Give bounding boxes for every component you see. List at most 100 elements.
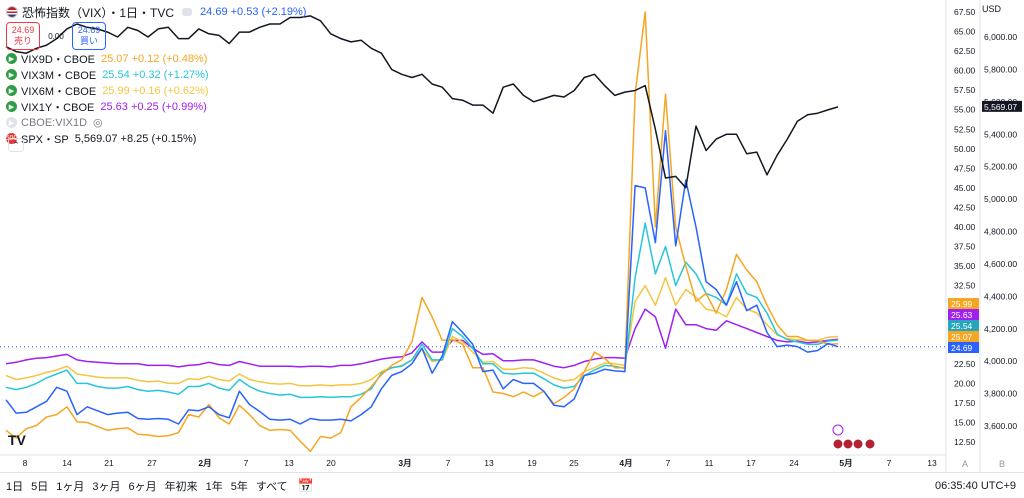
currency-label[interactable]: USD [982,4,1002,14]
series-line-vix6m [5,277,839,387]
right-axis-tick-label: 3,600.00 [984,421,1017,431]
x-axis-tick-label: 24 [789,458,799,468]
sell-label: 売り [13,36,32,46]
log-scale-button[interactable]: B [999,459,1006,469]
last-value-tag [948,298,979,309]
left-axis-tick-label: 62.50 [954,46,976,56]
x-axis-tick-label: 4月 [619,458,632,468]
series-line-vix1y [5,308,839,369]
left-axis-tick-label: 52.50 [954,124,976,134]
legend-item[interactable]: ▶ VIX3M・CBOE 25.54 +0.32 (+1.27%) [6,67,306,82]
x-axis-tick-label: 8 [23,458,28,468]
sell-button[interactable]: 24.69 売り [6,22,40,50]
right-axis-tick-label: 3,800.00 [984,389,1017,399]
range-buttons: 1日 5日 1ヶ月 3ヶ月 6ヶ月 年初来 1年 5年 すべて [0,478,290,494]
economic-event-flag-icon [864,438,876,450]
x-axis-tick-label: 11 [705,458,714,468]
right-axis-tick-label: 4,400.00 [984,291,1017,301]
x-axis-tick-label: 7 [446,458,451,468]
auto-scale-button[interactable]: A [962,459,969,469]
left-axis-tick-label: 20.00 [954,378,976,388]
chart-area[interactable]: 12.5015.0017.5020.0022.5025.0027.5030.00… [0,0,1024,472]
legend-quote: 25.63 +0.25 (+0.99%) [100,100,207,113]
legend-quote: 25.99 +0.16 (+0.62%) [102,84,209,97]
left-axis-tick-label: 15.00 [954,417,976,427]
legend: 恐怖指数（VIX）・1日・TVC 24.69 +0.53 (+2.19%) ▶ V… [6,4,307,147]
market-status-icon[interactable] [182,8,193,16]
range-button[interactable]: 5年 [230,480,248,493]
legend-item[interactable]: 500 SPX・SP 5,569.07 +8.25 (+0.15%) [6,131,306,146]
right-axis-tick-label: 4,600.00 [984,259,1017,269]
legend-name: VIX1Y・CBOE [21,101,95,114]
symbol-icon: ▶ [6,117,17,128]
range-button[interactable]: 年初来 [164,480,198,493]
range-button[interactable]: すべて [255,480,288,493]
spx-last-value-tag [982,100,1022,112]
range-button[interactable]: 3ヶ月 [92,480,121,493]
collapse-legend-button[interactable]: ⌃ [8,138,24,152]
last-value-tag [948,320,979,331]
x-axis-tick-label: 19 [527,458,537,468]
spx-last-value-text: 5,569.07 [984,102,1017,112]
symbol-icon: ▶ [6,69,17,80]
x-axis-tick-label: 17 [746,458,756,468]
hidden-eye-icon[interactable]: ◎ [93,117,103,129]
economic-event-flag-icon [832,438,844,450]
symbol-icon: ▶ [6,53,17,64]
range-button[interactable]: 1年 [205,480,223,493]
x-axis-tick-label: 20 [326,458,336,468]
right-axis-tick-label: 6,000.00 [984,32,1017,42]
legend-item[interactable]: ▶ VIX1Y・CBOE 25.63 +0.25 (+0.99%) [6,99,306,114]
left-axis-tick-label: 45.00 [954,183,976,193]
left-axis-tick-label: 32.50 [954,281,976,291]
range-button[interactable]: 6ヶ月 [128,480,157,493]
x-axis-tick-label: 13 [284,458,294,468]
legend-item[interactable]: ▶ VIX6M・CBOE 25.99 +0.16 (+0.62%) [6,83,306,98]
tradingview-logo-icon[interactable]: TV [8,432,26,448]
range-button[interactable]: 1ヶ月 [56,480,85,493]
last-value-text: 24.69 [951,343,973,353]
legend-quote: 25.07 +0.12 (+0.48%) [100,52,208,65]
last-value-text: 25.99 [951,299,973,309]
economic-event-flag-icon [842,438,854,450]
legend-item[interactable]: ▶ CBOE:VIX1D ◎ [6,115,306,130]
left-axis-tick-label: 35.00 [954,261,976,271]
last-value-tag [948,331,979,342]
range-button[interactable]: 5日 [31,480,49,493]
left-axis-tick-label: 22.50 [954,359,976,369]
x-axis-tick-label: 7 [666,458,671,468]
buy-label: 買い [79,36,98,46]
left-axis-tick-label: 57.50 [954,85,976,95]
trade-widget: 24.69 売り 0.00 24.69 買い [6,22,106,50]
legend-name: VIX9D・CBOE [21,53,95,66]
legend-name: VIX3M・CBOE [21,69,97,82]
series-layer [5,11,839,453]
right-axis-tick-label: 5,200.00 [984,162,1017,172]
left-axis-tick-label: 17.50 [954,398,976,408]
spread-value: 0.00 [48,31,64,41]
range-button[interactable]: 1日 [6,480,24,493]
calendar-icon[interactable]: 📅 [297,477,314,493]
buy-button[interactable]: 24.69 買い [72,22,106,50]
left-axis-tick-label: 47.50 [954,163,976,173]
bottom-toolbar: 1日 5日 1ヶ月 3ヶ月 6ヶ月 年初来 1年 5年 すべて 📅 06:35:40 UTC+9 [0,472,1024,498]
clock-time: 06:35:40 UTC+9 [934,480,1016,492]
left-axis-tick-label: 12.50 [954,437,976,447]
symbol-title-row[interactable]: 恐怖指数（VIX）・1日・TVC 24.69 +0.53 (+2.19%) [6,4,306,20]
x-axis-tick-label: 5月 [839,458,852,468]
legend-item[interactable]: ▶ VIX9D・CBOE 25.07 +0.12 (+0.48%) [6,51,306,66]
left-axis-tick-label: 67.50 [954,7,976,17]
left-axis-tick-label: 42.50 [954,202,976,212]
right-axis-tick-label: 5,800.00 [984,64,1017,74]
series-line-vix [5,130,839,425]
legend-name: CBOE:VIX1D [21,116,88,129]
series-line-vix9d [5,11,839,453]
legend-name: SPX・SP [21,133,69,146]
right-axis-tick-label: 4,800.00 [984,227,1017,237]
legend-name: VIX6M・CBOE [21,85,97,98]
series-line-vix3m [5,222,839,399]
x-axis-tick-label: 7 [887,458,892,468]
series-line-spx [5,15,839,189]
last-value-text: 25.63 [951,310,973,320]
